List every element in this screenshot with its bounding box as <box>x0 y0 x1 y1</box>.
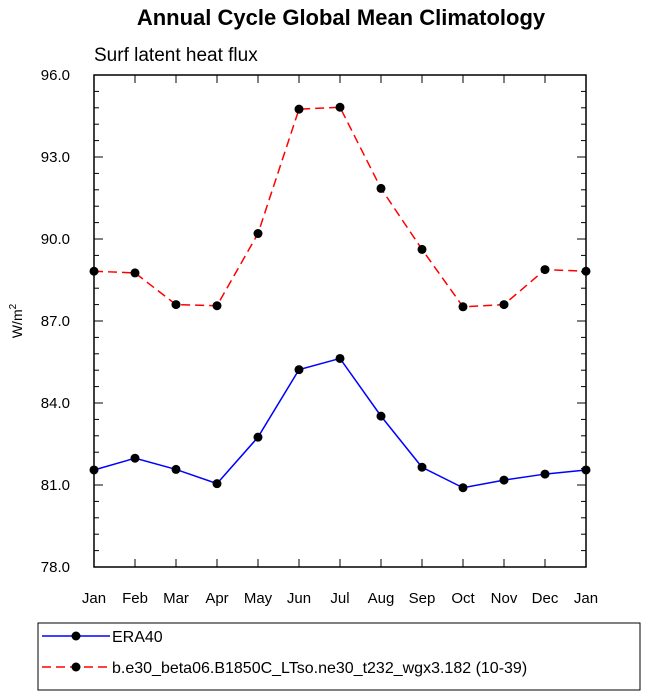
x-tick-label: Apr <box>205 590 228 607</box>
data-point-series-1 <box>499 475 509 485</box>
x-tick-label: Jun <box>287 590 311 607</box>
data-point-series-1 <box>130 453 140 463</box>
x-tick-label: Nov <box>491 590 518 607</box>
x-tick-label: Jan <box>574 590 598 607</box>
data-point-series-1 <box>458 483 468 493</box>
legend-box <box>37 622 641 691</box>
series-line-2 <box>93 106 587 308</box>
data-point-series-2 <box>253 229 263 239</box>
y-tick-label: 90.0 <box>41 231 70 248</box>
data-point-series-1 <box>540 469 550 479</box>
y-tick-label: 87.0 <box>41 313 70 330</box>
series-line-1 <box>93 357 587 489</box>
chart-title: Annual Cycle Global Mean Climatology <box>137 5 546 30</box>
x-tick-label: Aug <box>368 590 395 607</box>
x-tick-label: Jul <box>330 590 349 607</box>
plot-frame <box>93 74 587 568</box>
y-axis-label-text: W/m <box>9 309 25 338</box>
x-tick-label: May <box>244 590 273 607</box>
y-tick-label: 78.0 <box>41 559 70 576</box>
y-tick-label: 84.0 <box>41 395 70 412</box>
x-tick-label: Feb <box>122 590 148 607</box>
data-point-series-2 <box>335 102 345 112</box>
axes: Jan Feb Mar Apr May Jun Jul Aug Sep Oct Nov Dec Jan 7… <box>41 67 598 607</box>
data-point-series-1 <box>376 411 386 421</box>
data-point-series-2 <box>458 302 468 312</box>
data-point-series-2 <box>376 183 386 193</box>
x-tick-label: Mar <box>163 590 189 607</box>
data-point-series-2 <box>130 268 140 278</box>
series-layer <box>89 102 591 493</box>
data-point-series-1 <box>171 464 181 474</box>
x-tick-label: Sep <box>409 590 436 607</box>
legend-label-2: b.e30_beta06.B1850C_LTso.ne30_t232_wgx3.… <box>112 660 527 677</box>
x-tick-label: Oct <box>451 590 475 607</box>
data-point-series-1 <box>212 479 222 489</box>
y-axis-label-superscript: 2 <box>8 303 19 309</box>
data-point-series-1 <box>253 432 263 442</box>
legend-label-1: ERA40 <box>112 629 163 646</box>
y-tick-label: 81.0 <box>41 477 70 494</box>
x-tick-label: Jan <box>82 590 106 607</box>
legend-marker-1 <box>71 631 81 641</box>
data-point-series-1 <box>417 462 427 472</box>
data-point-series-2 <box>540 265 550 275</box>
data-point-series-2 <box>171 300 181 310</box>
y-tick-label: 93.0 <box>41 149 70 166</box>
data-point-series-1 <box>294 365 304 375</box>
data-point-series-1 <box>335 353 345 363</box>
legend-marker-2 <box>71 662 81 672</box>
x-tick-label: Dec <box>532 590 559 607</box>
data-point-series-2 <box>417 244 427 254</box>
data-point-series-2 <box>212 301 222 311</box>
data-point-series-2 <box>499 300 509 310</box>
y-axis-label: W/m2 <box>8 303 25 338</box>
legend: ERA40 b.e30_beta06.B1850C_LTso.ne30_t232_… <box>37 622 641 691</box>
y-tick-label: 96.0 <box>41 67 70 84</box>
chart-subtitle: Surf latent heat flux <box>94 45 258 66</box>
data-point-series-2 <box>294 104 304 114</box>
